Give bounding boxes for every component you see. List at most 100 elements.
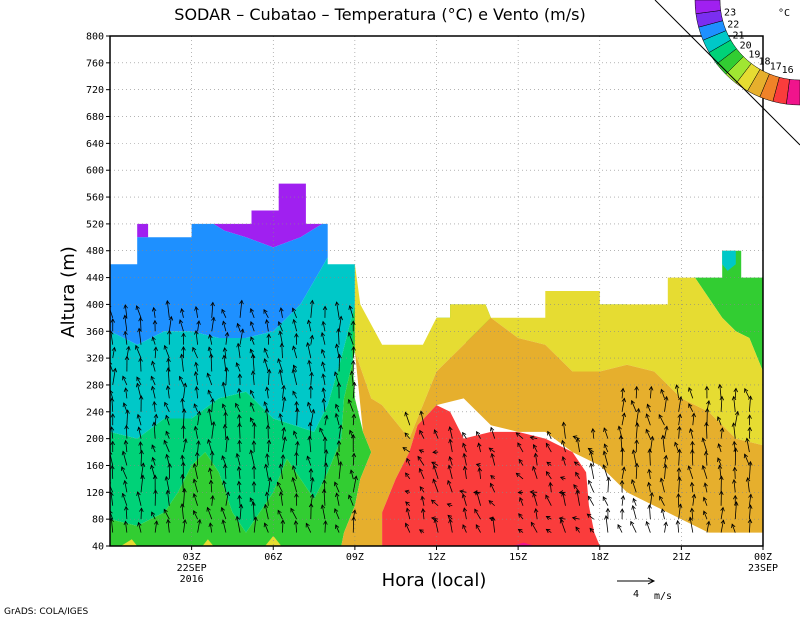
wind-vector <box>406 458 411 466</box>
wind-vector-head <box>619 479 625 485</box>
wind-vector-head <box>530 521 535 527</box>
y-tick-label: 560 <box>86 193 104 204</box>
y-tick-label: 760 <box>86 58 104 69</box>
wind-vector <box>547 431 552 439</box>
wind-vector <box>419 529 425 533</box>
wind-vector-head <box>192 492 197 498</box>
wind-vector <box>181 398 184 412</box>
wind-vector-head <box>334 343 340 349</box>
wind-vector-head <box>590 427 596 433</box>
wind-vector-head <box>748 493 753 499</box>
wind-vector-head <box>249 417 254 422</box>
wind-vector <box>590 451 595 466</box>
wind-vector <box>744 388 750 399</box>
wind-vector-head <box>558 490 564 495</box>
wind-vector-head <box>688 386 693 392</box>
wind-vector <box>335 524 340 533</box>
wind-vector-head <box>678 396 683 401</box>
wind-vector-head <box>419 410 424 416</box>
wind-vector <box>660 478 665 493</box>
wind-vector-head <box>167 462 172 468</box>
wind-vector <box>266 387 269 399</box>
wind-vector <box>692 494 695 506</box>
wind-vector-head <box>404 522 410 528</box>
wind-vector <box>748 494 752 506</box>
wind-vector <box>197 519 201 533</box>
wind-vector-head <box>347 398 352 404</box>
wind-vector <box>434 429 439 439</box>
wind-vector-head <box>182 519 187 524</box>
wind-vector-head <box>320 348 326 354</box>
wind-vector-head <box>602 464 607 469</box>
wind-vector-head <box>546 461 552 467</box>
wind-vector <box>264 348 269 359</box>
wind-vector-head <box>264 319 270 324</box>
wind-vector-head <box>165 453 170 459</box>
wind-vector-head <box>688 403 693 408</box>
wind-vector-head <box>335 524 340 529</box>
wind-vector-head <box>278 491 284 496</box>
wind-vector <box>192 347 198 359</box>
wind-vector-head <box>351 413 357 419</box>
wind-vector <box>282 454 284 466</box>
wind-vector <box>110 492 114 506</box>
wind-vector <box>462 432 467 439</box>
wind-vector <box>621 388 624 399</box>
wind-vector <box>195 362 199 372</box>
wind-vector-head <box>278 330 283 336</box>
wind-vector-head <box>165 430 170 436</box>
wind-vector-head <box>529 489 535 495</box>
wind-vector-head <box>703 450 709 456</box>
wind-vector <box>719 465 722 479</box>
wind-vector-head <box>266 333 271 339</box>
wind-vector-head <box>282 436 287 442</box>
wind-vector-head <box>676 493 681 498</box>
temp-area-24a <box>341 317 763 546</box>
wind-vector-head <box>266 368 272 374</box>
wind-vector-head <box>309 493 315 499</box>
wind-vector <box>691 449 694 466</box>
wind-vector <box>488 447 495 453</box>
wind-vector-head <box>309 476 315 482</box>
wind-vector-head <box>690 449 695 454</box>
wind-vector <box>664 522 667 533</box>
wind-vector-head <box>674 441 679 447</box>
wind-vector <box>265 464 269 479</box>
wind-vector-head <box>250 336 255 342</box>
wind-vector <box>124 480 128 493</box>
wind-vector-head <box>124 505 129 511</box>
wind-vector <box>167 358 170 372</box>
wind-vector-head <box>418 529 424 534</box>
wind-vector-head <box>646 403 651 409</box>
wind-vector <box>349 430 354 439</box>
wind-vector <box>208 347 213 359</box>
wind-vector <box>476 431 481 439</box>
wind-vector-head <box>221 519 226 524</box>
wind-vector <box>224 347 227 359</box>
colorbar-level-label: 20 <box>740 41 752 52</box>
wind-vector-head <box>589 450 594 456</box>
wind-vector <box>449 519 453 533</box>
wind-vector <box>277 482 283 493</box>
wind-vector <box>731 524 736 533</box>
x-tick-year: 2016 <box>180 574 204 585</box>
wind-vector-head <box>263 308 268 314</box>
wind-vector-head <box>152 474 158 480</box>
wind-vector <box>478 443 481 453</box>
colorbar-level-label: 23 <box>724 7 736 18</box>
wind-vector-head <box>292 390 297 396</box>
wind-vector <box>632 449 637 466</box>
wind-vector <box>635 408 640 426</box>
wind-vector <box>747 477 750 493</box>
wind-vector-head <box>136 491 141 496</box>
wind-vector <box>691 508 694 520</box>
wind-vector <box>734 411 739 426</box>
y-tick-label: 80 <box>92 515 104 526</box>
wind-vector <box>238 495 241 506</box>
wind-vector <box>645 429 651 439</box>
wind-vector-head <box>110 362 113 365</box>
wind-vector-head <box>321 373 326 378</box>
wind-vector <box>267 369 270 385</box>
wind-vector <box>138 522 142 533</box>
wind-vector-head <box>706 520 711 526</box>
